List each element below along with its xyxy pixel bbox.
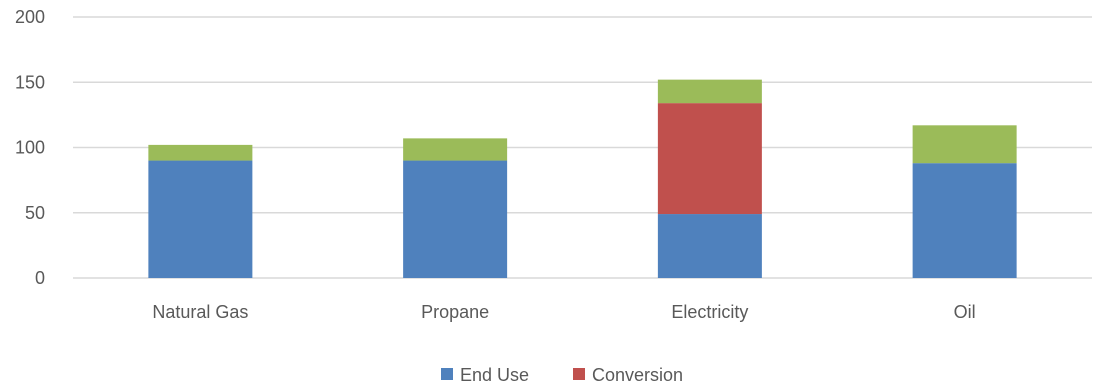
x-axis-category-labels: Natural Gas Propane Electricity Oil [152,302,975,322]
bar-segment-end-use [403,160,508,278]
bar-segment-end-use [912,163,1017,278]
bar-segment-series-3 [403,138,508,161]
legend-label: End Use [460,365,529,385]
bar-segment-series-3 [148,144,253,161]
legend-label: Conversion [592,365,683,385]
bar-segment-conversion [657,103,762,215]
x-tick-label: Electricity [671,302,748,322]
x-tick-label: Propane [421,302,489,322]
x-tick-label: Oil [954,302,976,322]
legend-swatch [573,368,585,380]
bar-segment-end-use [657,214,762,278]
bar-stack-natural-gas [148,144,253,278]
bar-stack-electricity [657,79,762,278]
bar-stack-propane [403,138,508,278]
legend-item-conversion: Conversion [573,365,683,385]
bar-segment-series-3 [912,125,1017,164]
y-tick-label: 200 [15,7,45,27]
y-tick-label: 150 [15,72,45,92]
x-tick-label: Natural Gas [152,302,248,322]
legend-swatch [441,368,453,380]
bar-stacks [148,79,1017,278]
bar-segment-series-3 [657,79,762,104]
y-axis-tick-labels: 0 50 100 150 200 [15,7,45,288]
legend-item-end-use: End Use [441,365,529,385]
y-tick-label: 0 [35,268,45,288]
y-tick-label: 100 [15,138,45,158]
bar-segment-end-use [148,160,253,278]
bar-stack-oil [912,125,1017,278]
y-tick-label: 50 [25,203,45,223]
legend: End Use Conversion [441,365,683,385]
